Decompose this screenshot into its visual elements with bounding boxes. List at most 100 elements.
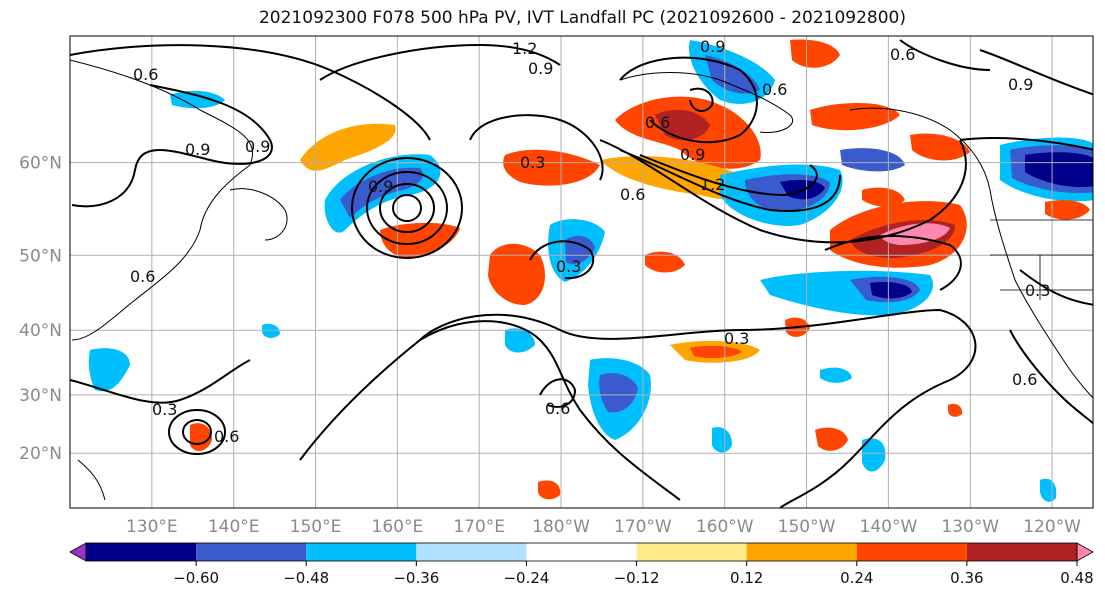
contour-line (639, 154, 818, 197)
contour-line (599, 139, 967, 244)
lon-tick-label: 140°E (208, 517, 260, 537)
positive-anomaly-region (790, 39, 840, 68)
colorbar-tick-label: −0.36 (393, 569, 439, 587)
contour-label: 0.3 (556, 257, 581, 276)
strong-negative-core (1025, 152, 1093, 187)
contour-label: 0.6 (214, 427, 239, 446)
lat-tick-label: 40°N (19, 321, 62, 341)
lon-tick-label: 130°E (126, 517, 178, 537)
negative-anomaly-region (862, 438, 886, 472)
contour-label: 0.9 (1008, 75, 1033, 94)
contour-label: 0.9 (700, 37, 725, 56)
contour-labels: 1.2 0.9 0.9 0.6 0.6 0.9 0.9 0.9 0.3 0.6 … (130, 37, 1050, 446)
contour-line (419, 308, 977, 508)
contour-label: 0.6 (645, 113, 670, 132)
gridlines (70, 36, 1093, 508)
positive-anomaly-region (910, 133, 970, 161)
contour-line (824, 234, 962, 291)
colorbar-bin (966, 543, 1077, 561)
colorbar-tick-label: −0.48 (283, 569, 329, 587)
contour-line (1009, 329, 1093, 425)
longitude-labels: 130°E 140°E 150°E 160°E 170°E 180°W 170°W 160°W… (126, 517, 1081, 537)
contour-line (392, 194, 422, 222)
colorbar-ticks: −0.60 −0.48 −0.36 −0.24 −0.12 0.12 0.24 0.36 0.4… (173, 561, 1094, 587)
colorbar-extend-high (1076, 542, 1094, 562)
negative-anomaly-region (262, 323, 280, 338)
contour-label: 0.9 (245, 137, 270, 156)
contour-label: 0.6 (545, 399, 570, 418)
colorbar-tick-label: 0.12 (730, 569, 763, 587)
lat-tick-label: 50°N (19, 246, 62, 266)
contour-line (366, 171, 448, 245)
negative-anomaly-region (712, 427, 732, 453)
contour-line (619, 149, 841, 212)
latitude-labels: 60°N 50°N 40°N 30°N 20°N (19, 154, 62, 465)
contour-line (979, 49, 1093, 96)
colorbar-tick-label: −0.60 (173, 569, 219, 587)
contour-line (379, 183, 435, 233)
positive-anomaly-region (300, 123, 396, 171)
colorbar-bin (196, 543, 307, 561)
negative-anomaly-region (820, 367, 852, 383)
contour-label: 0.6 (133, 65, 158, 84)
contour-line (539, 378, 577, 408)
contour-line (619, 56, 758, 144)
pv-contours (70, 39, 1093, 508)
negative-anomaly-region (170, 90, 225, 109)
contour-label: 0.6 (620, 185, 645, 204)
contour-line (71, 84, 273, 208)
contour-label: 0.9 (368, 177, 393, 196)
negative-anomaly-region (340, 167, 424, 218)
contour-line (959, 137, 1093, 151)
colorbar-bin (416, 543, 527, 561)
contour-line (70, 44, 431, 141)
lon-tick-label: 160°W (696, 517, 754, 537)
strong-negative-core (870, 282, 912, 299)
colorbar-bins (69, 542, 1094, 562)
contour-line (319, 43, 561, 81)
philippines-coastline (77, 459, 106, 501)
positive-anomaly-region (810, 103, 900, 131)
contour-label: 0.9 (680, 145, 705, 164)
contour-label: 0.6 (890, 45, 915, 64)
contour-label: 1.2 (700, 175, 725, 194)
contour-label: 1.2 (512, 39, 537, 58)
japan-coastline (229, 188, 288, 241)
contour-line (469, 114, 604, 181)
colorbar-tick-label: 0.24 (840, 569, 873, 587)
contour-line (299, 320, 681, 501)
lon-tick-label: 160°E (372, 517, 424, 537)
lon-tick-label: 170°W (614, 517, 672, 537)
colorbar-bin (746, 543, 857, 561)
negative-anomaly-region (599, 373, 638, 413)
colorbar-extend-low (69, 542, 87, 562)
contour-label: 0.6 (130, 267, 155, 286)
contour-line (689, 87, 714, 112)
positive-anomaly-region (645, 251, 685, 273)
state-borders (990, 219, 1093, 300)
contour-line (351, 157, 463, 259)
contour-line (168, 409, 226, 455)
contour-line (182, 419, 212, 445)
lon-tick-label: 170°E (453, 517, 505, 537)
positive-anomaly-region (862, 187, 905, 207)
positive-anomaly-region (538, 480, 561, 500)
colorbar: −0.60 −0.48 −0.36 −0.24 −0.12 0.12 0.24 0.36 0.4… (69, 542, 1094, 587)
asia-coastline (70, 59, 253, 341)
contour-label: 0.6 (762, 80, 787, 99)
negative-anomaly-region (705, 55, 760, 94)
contour-line (1019, 269, 1093, 306)
lon-tick-label: 180°W (532, 517, 590, 537)
lat-tick-label: 60°N (19, 154, 62, 174)
lon-tick-label: 140°W (860, 517, 918, 537)
lat-tick-label: 20°N (19, 444, 62, 464)
positive-anomaly-region (690, 345, 742, 359)
contour-label: 0.9 (185, 140, 210, 159)
map-title: 2021092300 F078 500 hPa PV, IVT Landfall… (258, 8, 906, 28)
negative-anomaly-region (505, 328, 535, 353)
contour-label: 0.3 (724, 329, 749, 348)
map-panel: 1.2 0.9 0.9 0.6 0.6 0.9 0.9 0.9 0.3 0.6 … (69, 35, 1094, 509)
colorbar-bin (856, 543, 967, 561)
positive-anomaly-region (503, 149, 600, 186)
coastlines (70, 59, 1093, 501)
